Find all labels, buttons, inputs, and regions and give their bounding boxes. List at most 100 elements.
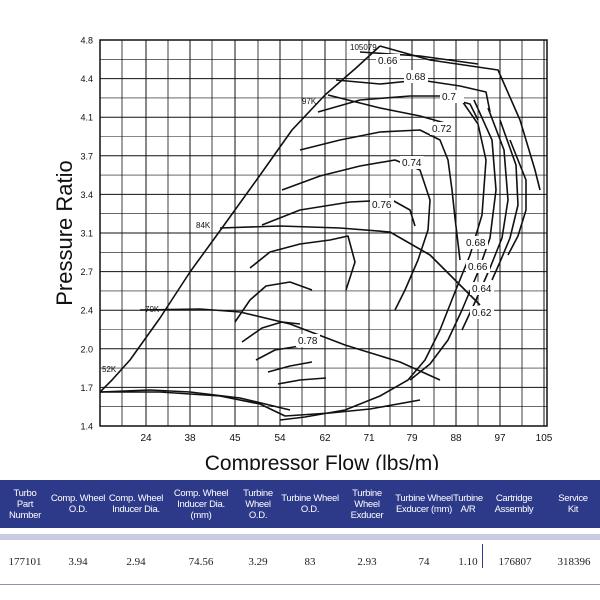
efficiency-label: 0.66 [378, 56, 398, 67]
efficiency-label-bg [376, 54, 400, 67]
spec-header-text: Turbine Wheel O.D. [281, 493, 339, 515]
spec-header-cell: Comp. Wheel O.D. [50, 493, 106, 515]
map-curve [359, 51, 479, 65]
turbo-spec-table: Turbo Part Number Comp. Wheel O.D. Comp. Whe… [0, 480, 600, 585]
spec-header-cell: Turbine Wheel Exducer [340, 488, 394, 521]
spec-header-cell: Turbo Part Number [0, 488, 50, 521]
spec-header-cell: Turbine A/R [453, 493, 483, 515]
spec-header-line: Comp. Wheel [50, 493, 106, 504]
spec-header-line: Part Number [9, 498, 41, 521]
spec-header-line: Exducer (mm) [395, 504, 453, 515]
spec-header-line: Cartridge [495, 493, 533, 504]
spec-header-line: Comp. Wheel [108, 493, 164, 504]
map-curve [234, 281, 313, 323]
x-tick-label: 71 [363, 433, 375, 444]
speed-line-label: 97K [302, 97, 317, 106]
spec-header-line: Turbo [13, 487, 37, 499]
x-tick-label: 79 [406, 433, 418, 444]
spec-value-cell: 318396 [557, 556, 591, 568]
efficiency-label-bg [470, 306, 494, 319]
spec-value-cell: 177101 [8, 556, 42, 568]
efficiency-label: 0.64 [472, 284, 492, 295]
spec-header-cell: Comp. Wheel Inducer Dia. (mm) [166, 488, 236, 521]
map-curve [379, 45, 541, 191]
y-tick-label: 3.4 [80, 190, 93, 200]
map-curve [255, 345, 301, 361]
spec-header-line: Service [558, 493, 588, 504]
spec-header-text: Comp. Wheel Inducer Dia. (mm) [166, 488, 236, 521]
spec-header-line: O.D. [68, 504, 88, 515]
x-tick-label: 54 [274, 433, 286, 444]
spec-header-cell: Service Kit [546, 493, 600, 515]
y-tick-label: 3.1 [80, 229, 93, 239]
spec-header-line: Wheel O.D. [245, 498, 271, 521]
map-curve [277, 377, 327, 385]
efficiency-label-bg [430, 122, 454, 135]
spec-header-line: Inducer Dia. [112, 504, 160, 515]
spec-header-text: Turbine A/R [453, 493, 483, 515]
spec-header-line: Turbine Wheel [281, 493, 339, 504]
map-curve [99, 389, 291, 411]
x-tick-label: 88 [450, 433, 462, 444]
y-axis-label: Pressure Ratio [52, 160, 77, 306]
efficiency-label: 0.66 [468, 262, 488, 273]
spec-header-text: Turbine Wheel Exducer (mm) [395, 493, 453, 515]
map-curve [279, 97, 487, 421]
spec-value-cell: 1.10 [454, 544, 483, 568]
map-curve [491, 119, 519, 281]
efficiency-label-bg [464, 236, 488, 249]
efficiency-label: 0.72 [432, 124, 452, 135]
y-tick-label: 4.4 [80, 74, 93, 84]
spec-header-line: Kit [567, 504, 579, 515]
spec-header-line: Turbine Wheel [352, 487, 382, 510]
map-curve [241, 321, 301, 343]
spec-header-text: Turbo Part Number [0, 488, 50, 521]
y-tick-label: 2.4 [80, 306, 93, 316]
speed-line-label: 84K [196, 221, 211, 230]
efficiency-label: 0.78 [298, 336, 318, 347]
y-tick-label: 1.7 [80, 383, 93, 393]
y-tick-label: 4.8 [80, 36, 93, 46]
efficiency-label-bg [404, 70, 428, 83]
spec-value-cell: 2.94 [126, 556, 146, 568]
compressor-map-chart: 24 38 45 54 62 71 79 88 97 105 1.4 1.7 2.0 2.4 2.7 3.1 3… [52, 36, 553, 471]
efficiency-label-bg [370, 198, 394, 211]
spec-header-line: Turbine [453, 493, 483, 504]
spec-value-cell: 74.56 [188, 556, 214, 568]
spec-value-cell: 74 [418, 556, 430, 568]
efficiency-label: 0.76 [372, 200, 392, 211]
spec-header-cell: Turbine Wheel Exducer (mm) [394, 493, 454, 515]
spec-header-cell: Cartridge Assembly [482, 493, 546, 515]
map-curve [219, 225, 481, 306]
spec-header-line: Turbine Wheel [395, 493, 453, 504]
spec-header-text: Comp. Wheel Inducer Dia. [108, 493, 164, 515]
spec-header-text: Comp. Wheel O.D. [50, 493, 106, 515]
spec-header-text: Turbine Wheel O.D. [236, 488, 280, 521]
spec-header-cell: Comp. Wheel Inducer Dia. [106, 493, 166, 515]
x-axis-label: Compressor Flow (lbs/m) [205, 452, 440, 470]
y-tick-label: 2.7 [80, 267, 93, 277]
map-curve [507, 139, 527, 256]
efficiency-label: 0.74 [402, 158, 422, 169]
efficiency-label-bg [440, 90, 464, 103]
spec-value-cell: 2.93 [357, 556, 377, 568]
spec-value-cell: 83 [304, 556, 316, 568]
spec-header-line: Turbine [243, 487, 273, 499]
map-curve [249, 235, 356, 291]
efficiency-label-bg [400, 156, 424, 169]
y-tick-label: 3.7 [80, 151, 93, 161]
spec-table-header: Turbo Part Number Comp. Wheel O.D. Comp. Whe… [0, 480, 600, 528]
map-curve [461, 107, 509, 331]
y-tick-label: 2.0 [80, 344, 93, 354]
map-curve [299, 129, 461, 261]
spec-value-cell: 176807 [498, 556, 532, 568]
efficiency-label: 0.68 [466, 238, 486, 249]
x-tick-label: 105 [536, 433, 553, 444]
map-curve [317, 95, 479, 121]
spec-table-row: 177101 3.94 2.94 74.56 3.29 83 2.93 74 1.10 17680… [0, 528, 600, 585]
x-tick-label: 97 [494, 433, 506, 444]
efficiency-label-bg [296, 334, 320, 347]
speed-line-label: 52K [102, 365, 117, 374]
spec-header-line: Exducer [350, 509, 384, 521]
y-tick-label: 1.4 [80, 422, 93, 432]
